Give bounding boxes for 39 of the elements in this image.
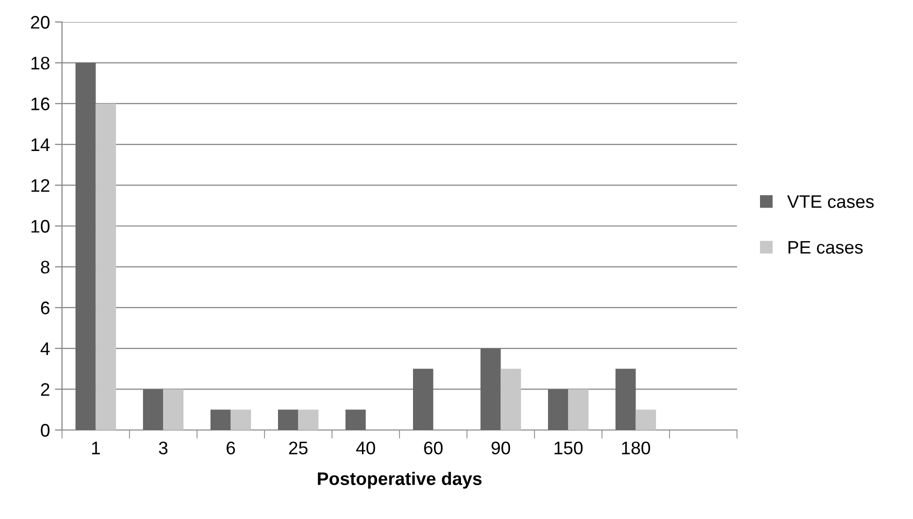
x-tick-label: 25 xyxy=(289,442,308,454)
x-tick-label: 150 xyxy=(554,442,583,454)
bar xyxy=(298,410,318,430)
y-tick-label: 18 xyxy=(31,56,50,70)
bar xyxy=(143,389,164,430)
y-tick-label: 12 xyxy=(31,179,50,192)
y-tick-label: 10 xyxy=(31,220,50,233)
legend-label: VTE cases xyxy=(787,195,874,208)
bar xyxy=(616,368,636,430)
bar xyxy=(210,410,231,430)
bar xyxy=(163,389,184,430)
x-tick-label: 3 xyxy=(158,442,168,454)
x-axis-title: Postoperative days xyxy=(318,472,482,489)
x-tick-label: 180 xyxy=(622,442,650,454)
y-tick-label: 0 xyxy=(40,424,50,437)
bar xyxy=(568,389,588,430)
bar xyxy=(76,62,96,430)
legend-label: PE cases xyxy=(788,241,863,254)
bar xyxy=(230,410,251,430)
bar xyxy=(480,348,501,430)
x-tick-label: 1 xyxy=(92,442,100,454)
x-tick-label: 60 xyxy=(424,442,443,454)
y-tick-label: 4 xyxy=(40,342,50,355)
y-tick-label: 20 xyxy=(31,16,50,29)
y-tick-label: 14 xyxy=(31,138,50,151)
x-tick-label: 40 xyxy=(356,442,376,454)
bar xyxy=(636,410,656,430)
y-tick-label: 6 xyxy=(41,302,50,314)
x-tick-label: 90 xyxy=(492,442,510,454)
y-tick-label: 8 xyxy=(40,260,50,274)
bar xyxy=(346,410,366,430)
x-tick-label: 6 xyxy=(226,442,235,454)
bar xyxy=(413,368,434,430)
y-tick-label: 2 xyxy=(41,383,50,396)
bar xyxy=(278,410,298,430)
bar xyxy=(500,368,521,430)
bar xyxy=(548,389,568,430)
y-tick-label: 16 xyxy=(31,98,50,110)
bar xyxy=(96,104,116,430)
